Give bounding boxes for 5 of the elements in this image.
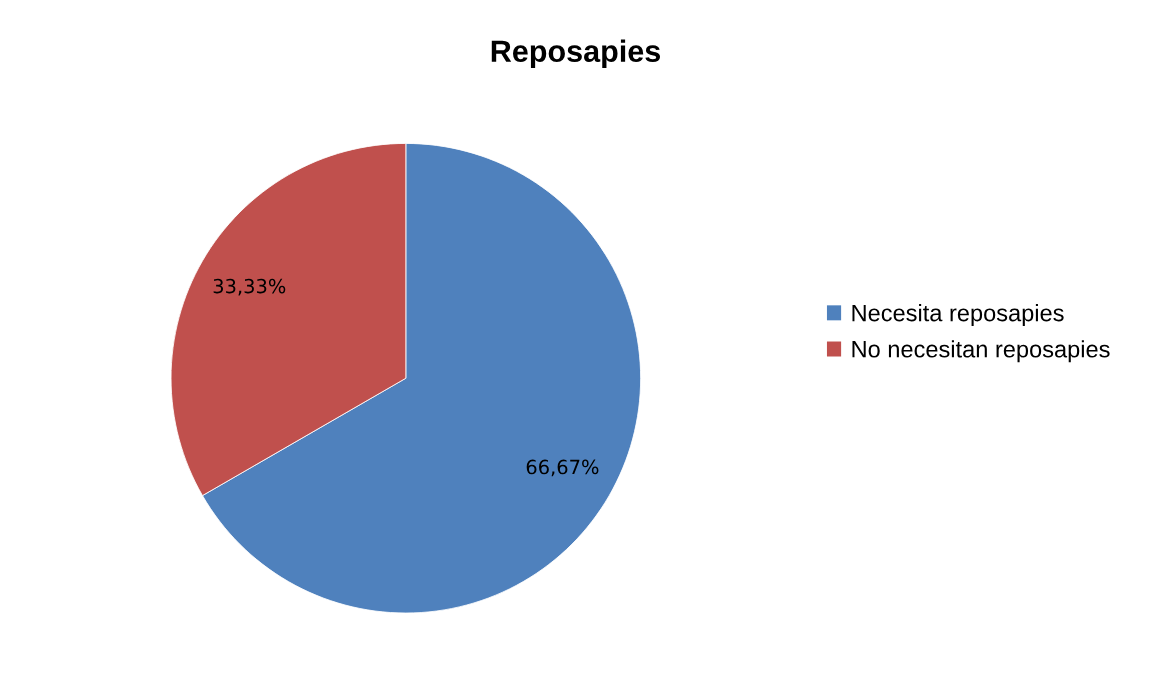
legend-label: Necesita reposapies bbox=[852, 304, 1064, 327]
data-label: 33,33% bbox=[213, 278, 286, 296]
legend-label: No necesitan reposapies bbox=[852, 340, 1110, 363]
data-label: 66,67% bbox=[526, 459, 599, 477]
chart-title: Reposapies bbox=[491, 39, 661, 69]
